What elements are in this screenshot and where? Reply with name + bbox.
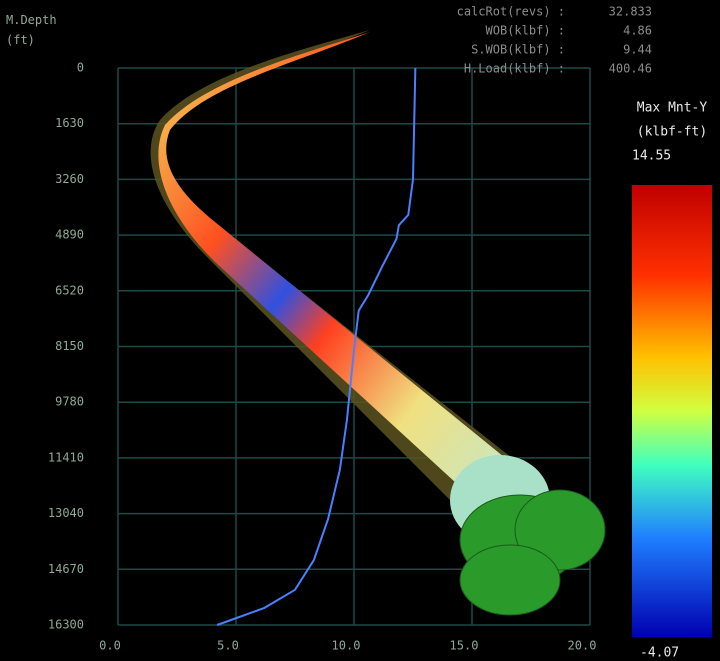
- info-panel: calcRot(revs) : 32.833 WOB(klbf) : 4.86 …: [457, 5, 652, 76]
- colorbar-min: -4.07: [640, 646, 679, 658]
- bit: [459, 489, 606, 616]
- y-tick-label: 4890: [55, 228, 84, 242]
- info-label: calcRot(revs) :: [457, 5, 565, 19]
- colorbar-title: Max Mnt-Y: [637, 101, 708, 116]
- info-label: H.Load(klbf) :: [464, 62, 565, 76]
- info-value: 32.833: [609, 5, 652, 19]
- drill-string-3d: [150, 30, 606, 616]
- info-value: 9.44: [623, 43, 652, 57]
- colorbar-max: 14.55: [632, 149, 671, 164]
- info-label: S.WOB(klbf) :: [471, 43, 565, 57]
- y-tick-label: 11410: [48, 450, 84, 464]
- y-axis-label: M.Depth (ft): [6, 13, 57, 47]
- y-tick-label: 9780: [55, 395, 84, 409]
- colorbar-gradient: [632, 185, 712, 637]
- x-tick-label: 20.0: [568, 639, 597, 653]
- x-tick-label: 10.0: [332, 639, 361, 653]
- x-tick-label: 15.0: [450, 639, 479, 653]
- y-tick-label: 16300: [48, 618, 84, 632]
- colorbar-unit: (klbf-ft): [637, 125, 707, 140]
- x-tick-label: 5.0: [217, 639, 239, 653]
- y-tick-label: 8150: [55, 339, 84, 353]
- info-value: 4.86: [623, 24, 652, 38]
- info-value: 400.46: [609, 62, 652, 76]
- y-tick-label: 6520: [55, 283, 84, 297]
- y-tick-label: 14670: [48, 562, 84, 576]
- tube: [158, 32, 520, 505]
- y-tick-label: 13040: [48, 506, 84, 520]
- x-tick-label: 0.0: [99, 639, 121, 653]
- y-tick-label: 3260: [55, 172, 84, 186]
- y-tick-label: 0: [77, 61, 84, 75]
- info-label: WOB(klbf) :: [486, 24, 565, 38]
- color-bar: Max Mnt-Y (klbf-ft) 14.55 -4.07: [632, 101, 712, 661]
- y-tick-label: 1630: [55, 116, 84, 130]
- depth-line: [216, 67, 417, 626]
